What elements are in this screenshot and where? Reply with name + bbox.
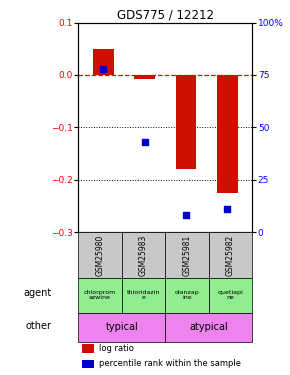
FancyBboxPatch shape	[209, 232, 252, 278]
FancyBboxPatch shape	[78, 278, 122, 312]
FancyBboxPatch shape	[165, 278, 209, 312]
Text: thioridazin
e: thioridazin e	[127, 290, 160, 300]
FancyBboxPatch shape	[122, 278, 165, 312]
FancyBboxPatch shape	[78, 312, 165, 342]
Text: other: other	[25, 321, 51, 331]
FancyBboxPatch shape	[209, 278, 252, 312]
FancyBboxPatch shape	[78, 232, 122, 278]
Point	[184, 212, 188, 218]
Text: quetiapi
ne: quetiapi ne	[218, 290, 243, 300]
Bar	[82, 360, 94, 368]
Text: olanzap
ine: olanzap ine	[175, 290, 199, 300]
Bar	[217, 75, 238, 193]
Bar	[134, 75, 155, 79]
FancyBboxPatch shape	[122, 232, 165, 278]
Text: GSM25980: GSM25980	[95, 234, 105, 276]
Text: GSM25981: GSM25981	[182, 234, 192, 276]
FancyBboxPatch shape	[165, 232, 209, 278]
Text: GSM25983: GSM25983	[139, 234, 148, 276]
Text: log ratio: log ratio	[99, 344, 134, 353]
Text: GSM25982: GSM25982	[226, 234, 235, 276]
FancyBboxPatch shape	[165, 312, 252, 342]
Text: chlorprom
azwine: chlorprom azwine	[84, 290, 116, 300]
Text: typical: typical	[106, 322, 138, 332]
Text: atypical: atypical	[189, 322, 228, 332]
Bar	[82, 344, 94, 353]
Bar	[176, 75, 196, 169]
Point	[101, 66, 106, 72]
Bar	[93, 49, 113, 75]
Title: GDS775 / 12212: GDS775 / 12212	[117, 8, 214, 21]
Point	[142, 139, 147, 145]
Point	[225, 206, 230, 212]
Text: percentile rank within the sample: percentile rank within the sample	[99, 359, 241, 368]
Text: agent: agent	[23, 288, 51, 298]
